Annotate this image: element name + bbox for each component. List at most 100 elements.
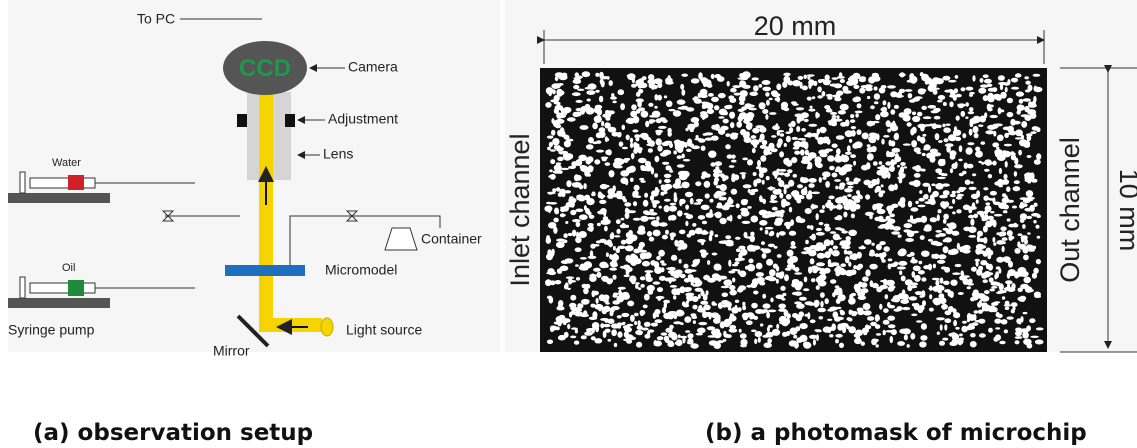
pore xyxy=(772,263,778,269)
label: Mirror xyxy=(213,343,250,359)
pore xyxy=(779,212,784,218)
pore xyxy=(983,187,989,191)
pore xyxy=(887,85,896,89)
pore xyxy=(843,211,848,218)
label: Lens xyxy=(323,146,353,162)
pore xyxy=(1026,155,1032,158)
pore xyxy=(634,134,641,139)
pore xyxy=(866,146,873,153)
pore xyxy=(604,219,609,225)
pore xyxy=(745,122,753,131)
pore xyxy=(845,177,850,182)
pore xyxy=(617,245,626,249)
pore xyxy=(809,334,818,339)
pore xyxy=(719,217,727,225)
pore xyxy=(556,112,563,119)
pore xyxy=(887,128,891,133)
pore xyxy=(627,210,637,214)
pore xyxy=(904,89,913,92)
pore xyxy=(996,146,1000,150)
pore xyxy=(580,107,585,112)
pore xyxy=(715,185,722,189)
pore xyxy=(589,250,594,258)
pore xyxy=(847,185,854,189)
pore xyxy=(667,270,676,274)
pore xyxy=(595,89,600,93)
pore xyxy=(794,267,800,272)
pore xyxy=(1023,142,1031,148)
pore xyxy=(563,233,568,239)
pore xyxy=(827,308,835,312)
pore xyxy=(898,260,908,266)
pore xyxy=(779,192,784,199)
pore xyxy=(652,229,661,237)
pore xyxy=(560,318,569,324)
pore xyxy=(987,215,994,220)
pore xyxy=(818,221,824,226)
pore xyxy=(784,274,789,282)
pore xyxy=(749,191,756,196)
pore xyxy=(992,160,997,166)
pore xyxy=(701,101,708,105)
pore xyxy=(597,191,603,199)
pore xyxy=(1017,287,1023,293)
pore xyxy=(702,311,708,319)
pore xyxy=(683,278,691,283)
pore xyxy=(683,263,689,269)
pore xyxy=(794,291,802,296)
pore xyxy=(965,86,974,91)
pore xyxy=(560,167,570,171)
pore xyxy=(695,332,703,336)
pore xyxy=(890,140,896,147)
pore xyxy=(768,186,774,191)
pore xyxy=(942,246,949,254)
pore xyxy=(844,188,853,193)
pore xyxy=(578,231,587,238)
pore xyxy=(633,258,642,265)
pore xyxy=(984,112,988,119)
pore xyxy=(933,115,941,120)
pore xyxy=(621,195,626,201)
pore xyxy=(920,323,928,330)
pore xyxy=(563,140,572,148)
pore xyxy=(590,336,596,341)
pore xyxy=(998,167,1003,175)
pore xyxy=(853,160,857,166)
pore xyxy=(762,248,772,254)
pore xyxy=(739,101,745,105)
pore xyxy=(975,247,982,255)
pore xyxy=(971,266,977,272)
pore xyxy=(627,300,635,307)
pore xyxy=(872,161,878,166)
pore xyxy=(876,177,880,185)
pore xyxy=(823,239,831,247)
pore xyxy=(776,130,780,136)
pore xyxy=(762,109,769,114)
pore xyxy=(788,123,792,127)
pore xyxy=(993,242,997,246)
pore xyxy=(683,212,689,216)
pore xyxy=(956,242,961,250)
pore xyxy=(764,226,774,230)
pore xyxy=(709,230,714,237)
pore xyxy=(729,285,736,291)
pore xyxy=(621,146,629,150)
pore xyxy=(1002,210,1008,214)
pore xyxy=(577,303,583,311)
pore xyxy=(986,197,992,201)
pore xyxy=(635,98,644,103)
pore xyxy=(618,141,624,147)
pore xyxy=(830,111,838,115)
pore xyxy=(1006,218,1011,222)
pore xyxy=(591,290,599,296)
pore xyxy=(628,165,636,173)
caption: (b) a photomask of microchip xyxy=(705,420,1087,446)
pore xyxy=(658,275,666,281)
pore xyxy=(695,198,704,203)
pore xyxy=(726,154,733,159)
pore xyxy=(548,90,552,97)
pore xyxy=(975,260,979,267)
pore xyxy=(871,338,879,343)
label: Oil xyxy=(62,262,75,274)
pore xyxy=(846,325,851,330)
